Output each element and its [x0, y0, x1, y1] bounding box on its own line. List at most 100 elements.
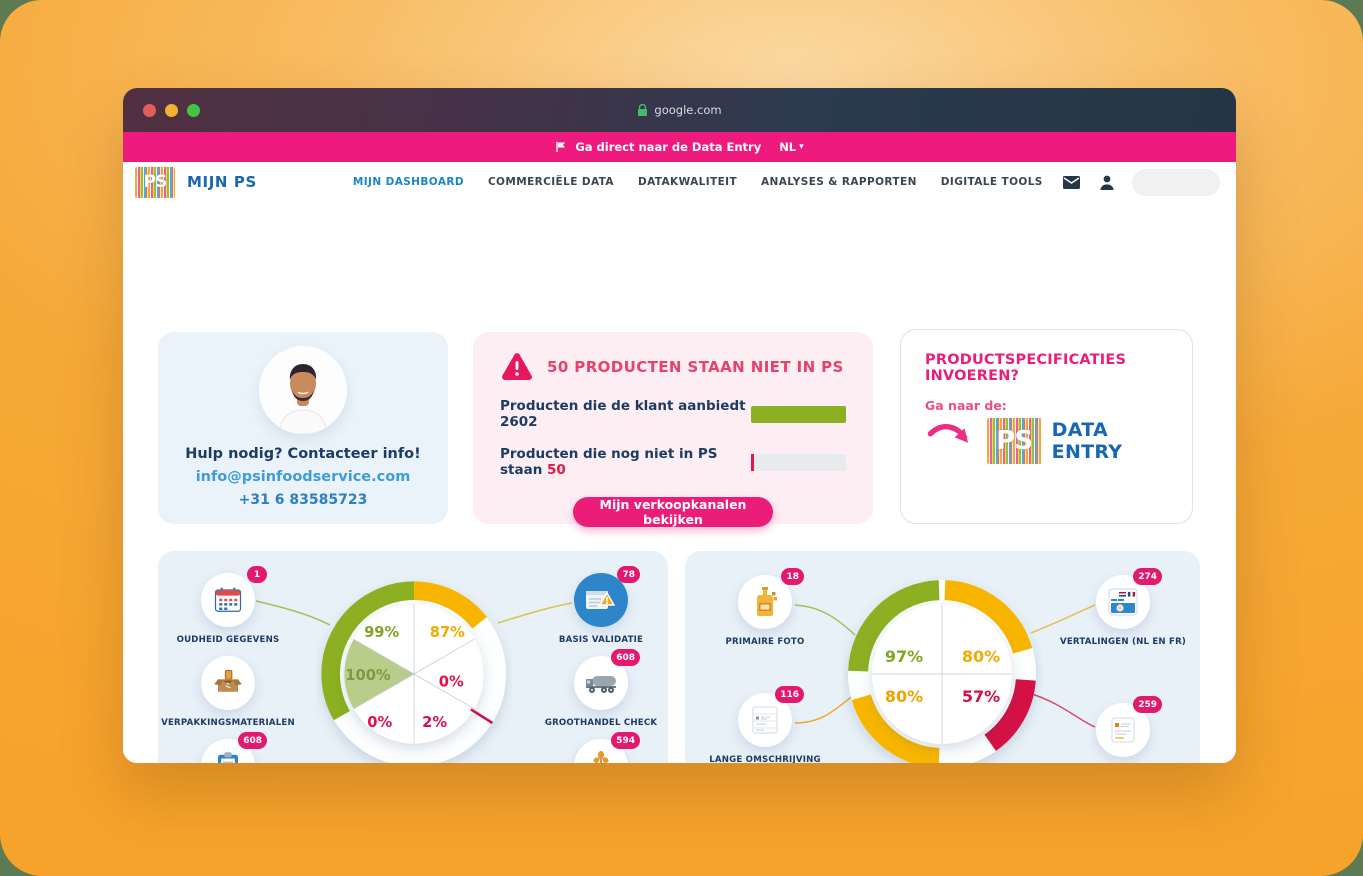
language-value: NL [779, 140, 797, 154]
box-icon [201, 656, 255, 710]
datakwaliteit-card: 1 OUDHEID GEGEVENS VERPAKKI [158, 551, 668, 763]
top-banner[interactable]: Ga direct naar de Data Entry NL ▾ [123, 132, 1236, 162]
nav-links: MIJN DASHBOARD COMMERCIËLE DATA DATAKWAL… [353, 176, 1043, 188]
contact-title: Hulp nodig? Contacteer info! [185, 446, 421, 462]
support-avatar [259, 346, 347, 434]
alert-row-missing: Producten die nog niet in PS staan 50 [500, 446, 846, 478]
count-badge: 608 [611, 649, 640, 666]
nav-item-mijn-dashboard[interactable]: MIJN DASHBOARD [352, 176, 464, 188]
entry-subtitle: Ga naar de: [925, 398, 1007, 413]
count-badge: 274 [1133, 568, 1162, 585]
bottle-icon: 18 [738, 568, 804, 629]
contact-card: Hulp nodig? Contacteer info! info@psinfo… [158, 332, 448, 524]
item-label: VERPAKKINGSMATERIALEN [161, 718, 295, 728]
contact-email-link[interactable]: info@psinfoodservice.com [195, 469, 411, 485]
pct-basis: 87% [430, 624, 465, 641]
dashboard-content: Hulp nodig? Contacteer info! info@psinfo… [123, 202, 1236, 763]
maximize-window-button[interactable] [187, 104, 200, 117]
truck-icon: 608 [574, 649, 640, 710]
pct-verpakking: 100% [345, 667, 391, 684]
brand-title: MIJN PS [187, 173, 257, 191]
banner-text[interactable]: Ga direct naar de Data Entry [575, 140, 762, 154]
datakwaliteit-chart: 99% 87% 100% 0% 0% 2% [316, 576, 512, 763]
pct-groothandel: 0% [439, 674, 464, 691]
count-badge: 78 [617, 566, 640, 583]
quality-item-minimale-velden[interactable]: 608 MINIMALE VELDEN CHECK [173, 732, 283, 763]
products-alert-card: 50 PRODUCTEN STAAN NIET IN PS Producten … [473, 332, 873, 527]
contact-phone[interactable]: +31 6 83585723 [238, 492, 368, 508]
minimize-window-button[interactable] [165, 104, 178, 117]
item-label: GROOTHANDEL CHECK [544, 718, 658, 728]
pct-korte: 57% [962, 687, 1000, 706]
lock-icon [638, 103, 648, 116]
connector-lines [794, 604, 1096, 728]
item-label: BASIS VALIDATIE [558, 635, 644, 645]
count-badge: 594 [611, 732, 640, 749]
commercial-item-korte-omschrijving[interactable]: 259 KORTE OMSCHRIJVING [1068, 696, 1178, 763]
quality-item-basis-validatie[interactable]: 78 BASIS VALIDATIE [546, 566, 656, 645]
pct-minimale: 0% [367, 714, 392, 731]
pct-vertalingen: 80% [962, 647, 1000, 666]
address-bar[interactable]: google.com [123, 88, 1236, 132]
window-controls [143, 104, 200, 117]
count-badge: 1 [247, 566, 267, 583]
data-entry-link[interactable]: DATA ENTRY [1051, 419, 1123, 463]
alert-row-offered: Producten die de klant aanbiedt 2602 [500, 398, 846, 430]
commerciele-data-chart: 97% 80% 80% 57% [842, 574, 1042, 763]
browser-window: google.com Ga direct naar de Data Entry … [123, 88, 1236, 763]
commercial-item-lange-omschrijving[interactable]: 116 LANGE OMSCHRIJVING [709, 686, 821, 763]
wheat-icon: 594 [574, 732, 640, 763]
quality-item-verpakking[interactable]: VERPAKKINGSMATERIALEN [161, 656, 295, 728]
progress-bar-green [751, 405, 846, 423]
close-window-button[interactable] [143, 104, 156, 117]
alert-row-label: Producten die nog niet in PS staan 50 [500, 446, 751, 478]
label-text: Producten die nog niet in PS staan [500, 446, 718, 478]
nav-item-datakwaliteit[interactable]: DATAKWALITEIT [637, 176, 738, 188]
short-description-icon: 259 [1096, 696, 1162, 757]
user-icon[interactable] [1100, 175, 1114, 190]
quality-item-oudheid[interactable]: 1 OUDHEID GEGEVENS [173, 566, 283, 645]
calendar-icon: 1 [201, 566, 267, 627]
chevron-down-icon: ▾ [799, 142, 804, 152]
quality-item-allergenen[interactable]: 594 ALLERGENEN VALIDATIE [546, 732, 656, 763]
ps-logo-letters: PS [143, 172, 168, 192]
quality-item-groothandel[interactable]: 608 GROOTHANDEL CHECK [544, 649, 658, 728]
count-badge: 259 [1133, 696, 1162, 713]
alert-row-label: Producten die de klant aanbiedt 2602 [500, 398, 751, 430]
nav-item-analyses-rapporten[interactable]: ANALYSES & RAPPORTEN [761, 176, 917, 188]
long-description-icon: 116 [738, 686, 804, 747]
pct-allergenen: 2% [422, 714, 447, 731]
verkoopkanalen-button[interactable]: Mijn verkoopkanalen bekijken [573, 497, 773, 527]
curved-arrow-icon [927, 424, 969, 443]
pct-lange: 80% [885, 687, 923, 706]
commerciele-data-card: 18 PRIMAIRE FOTO [685, 551, 1200, 763]
ps-logo[interactable]: PS [135, 166, 175, 198]
count-badge: 116 [775, 686, 804, 703]
label-value-red: 50 [547, 462, 566, 478]
pct-oudheid: 99% [364, 624, 399, 641]
item-label: LANGE OMSCHRIJVING [709, 755, 821, 763]
nav-item-digitale-tools[interactable]: DIGITALE TOOLS [940, 176, 1043, 188]
item-label: OUDHEID GEGEVENS [176, 635, 280, 645]
warning-icon [502, 353, 532, 380]
alert-title: 50 PRODUCTEN STAAN NIET IN PS [547, 358, 844, 376]
main-navbar: PS MIJN PS MIJN DASHBOARD COMMERCIËLE DA… [123, 162, 1236, 202]
data-entry-card: PRODUCTSPECIFICATIES INVOEREN? Ga naar d… [900, 329, 1193, 524]
data-entry-logo[interactable]: PS [986, 418, 1042, 464]
url-text: google.com [654, 103, 722, 117]
item-label: PRIMAIRE FOTO [725, 637, 805, 647]
clipboard-icon: 608 [201, 732, 267, 763]
commercial-item-primaire-foto[interactable]: 18 PRIMAIRE FOTO [710, 568, 820, 647]
language-selector[interactable]: NL ▾ [779, 140, 803, 154]
count-badge: 18 [781, 568, 804, 585]
progress-bar-gray [751, 453, 846, 471]
item-label: VERTALINGEN (NL EN FR) [1059, 637, 1187, 647]
document-warning-icon: 78 [574, 566, 640, 627]
commercial-item-vertalingen[interactable]: 274 VERTALINGEN (NL EN FR) [1060, 568, 1186, 647]
flag-icon [556, 142, 566, 152]
count-badge: 608 [238, 732, 267, 749]
mail-icon[interactable] [1062, 175, 1080, 189]
nav-item-commerciele-data[interactable]: COMMERCIËLE DATA [487, 176, 614, 188]
label-text: Producten die de klant aanbiedt [500, 398, 746, 414]
search-input[interactable] [1131, 168, 1220, 196]
